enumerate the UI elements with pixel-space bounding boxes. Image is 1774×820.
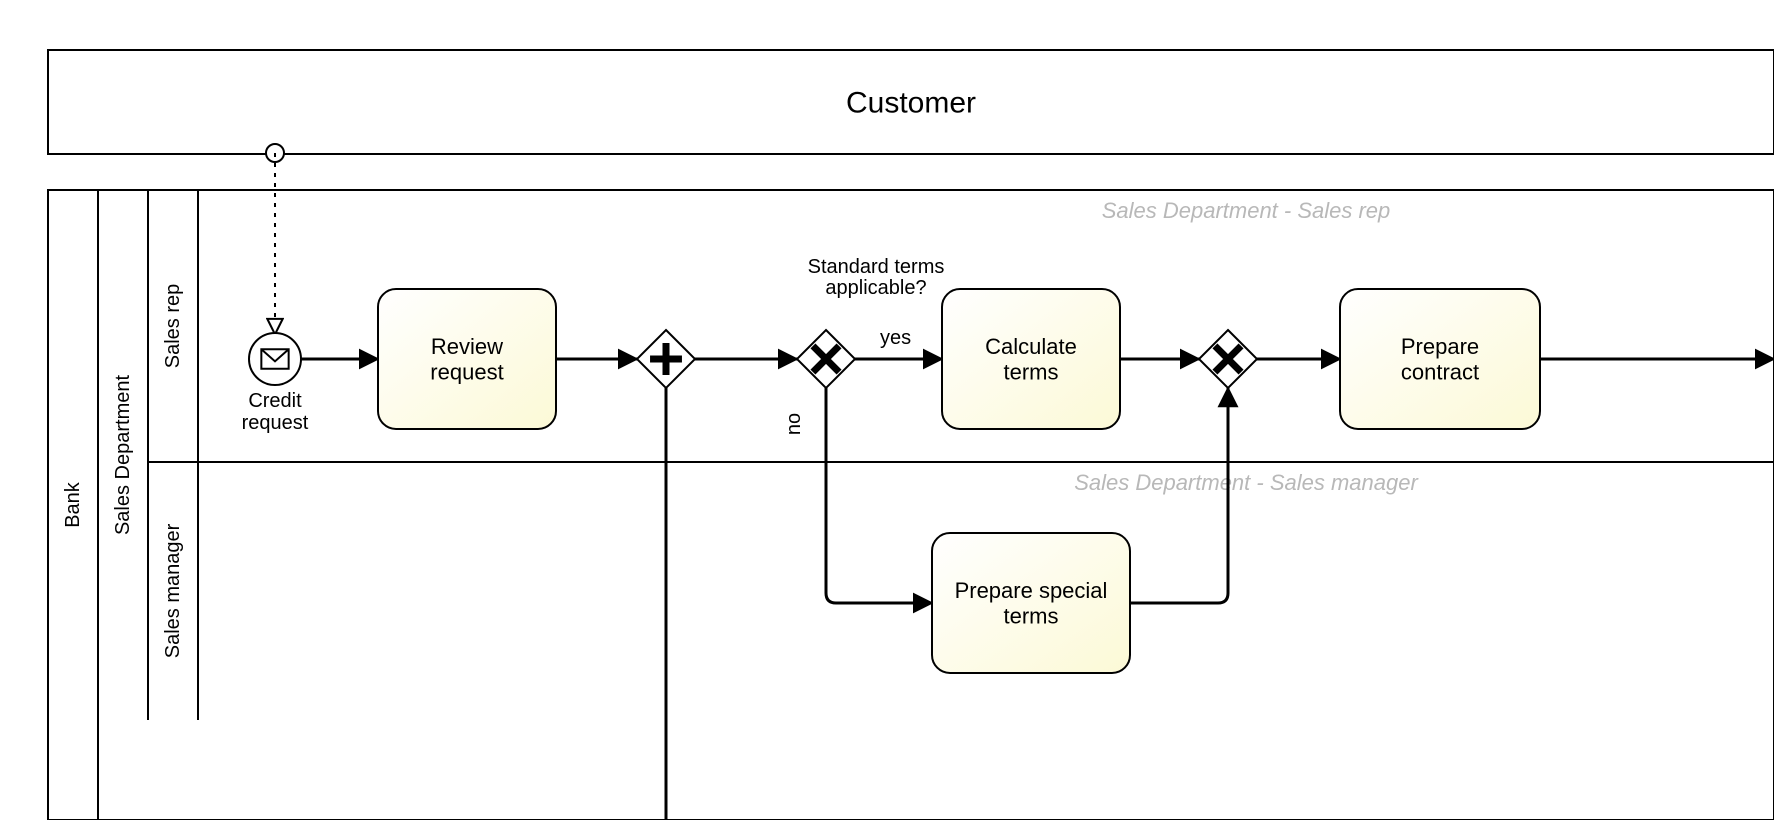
pool-customer-label: Customer: [846, 87, 976, 120]
gateway-label: Standard termsapplicable?: [808, 256, 945, 299]
bpmn-diagram: Customer Bank Sales Department Sales rep…: [0, 0, 1774, 820]
event-credit-request: Creditrequest: [242, 333, 309, 434]
edge-label-e4-yes: yes: [880, 327, 911, 349]
pool-customer: Customer: [48, 50, 1774, 154]
edge-e-no: [826, 388, 932, 603]
lane-sales-manager: Sales manager Sales Department - Sales m…: [162, 462, 1419, 720]
lane-group-label: Sales Department: [112, 375, 134, 536]
edge-e-special-back: [1130, 388, 1228, 603]
lane-mgr-label: Sales manager: [162, 523, 184, 658]
task-prepare-special: Prepare specialterms: [932, 533, 1130, 673]
task-review-request: Reviewrequest: [378, 289, 556, 429]
lane-mgr-watermark: Sales Department - Sales manager: [1074, 470, 1419, 495]
gateway-gw-parallel: [637, 330, 695, 388]
pool-bank-label: Bank: [62, 481, 84, 528]
lane-rep-watermark: Sales Department - Sales rep: [1102, 198, 1391, 223]
lane-rep-label: Sales rep: [162, 284, 184, 369]
edge-label-e-no: no: [783, 413, 805, 435]
task-label: Preparecontract: [1401, 334, 1479, 384]
message-icon: [261, 349, 288, 369]
task-calculate-terms: Calculateterms: [942, 289, 1120, 429]
event-credit-request-label: Creditrequest: [242, 390, 309, 434]
task-label: Reviewrequest: [430, 334, 503, 384]
task-prepare-contract: Preparecontract: [1340, 289, 1540, 429]
gateway-gw-exclusive2: [1199, 330, 1257, 388]
gateway-gw-exclusive1: Standard termsapplicable?: [797, 256, 944, 388]
lane-sales-rep: Sales rep Sales Department - Sales rep: [162, 190, 1390, 462]
edges-layer: yes no: [275, 153, 1774, 820]
